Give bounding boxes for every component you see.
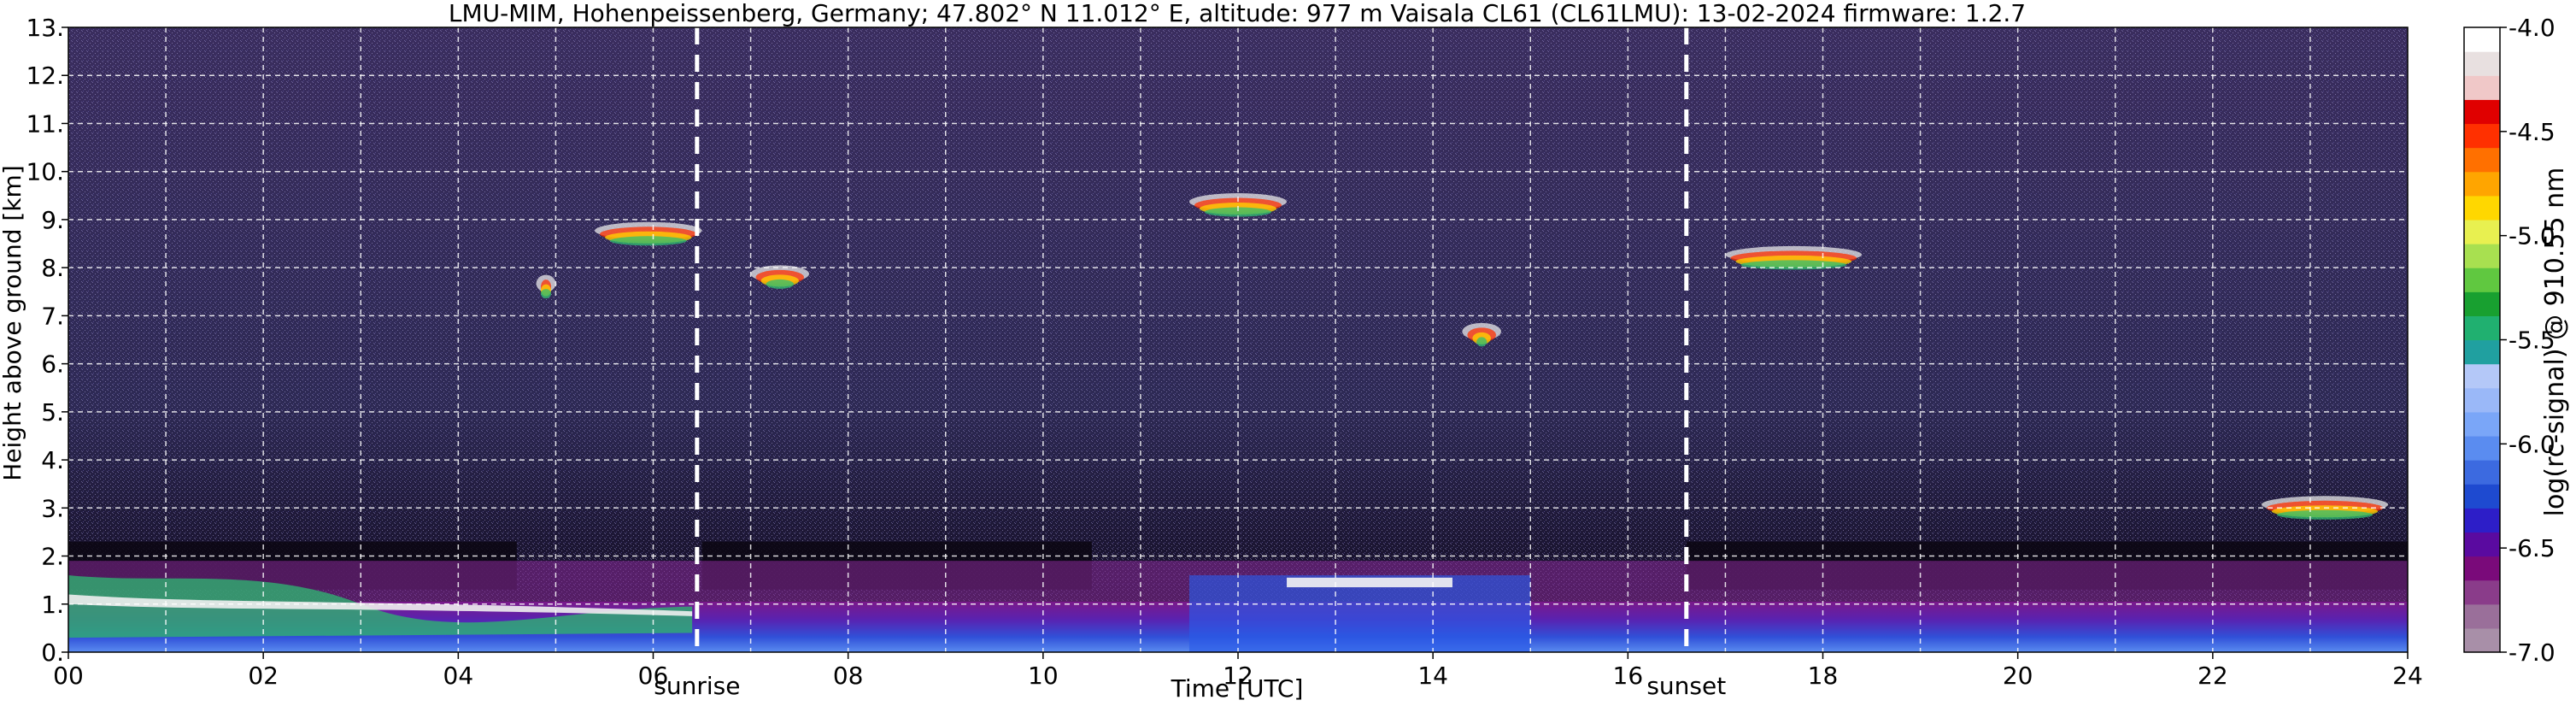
colorbar-swatch xyxy=(2464,508,2500,533)
y-tick-label: 3. xyxy=(41,494,64,522)
colorbar-swatch xyxy=(2464,123,2500,149)
y-tick-label: 8. xyxy=(41,254,64,282)
colorbar-swatch xyxy=(2464,484,2500,509)
colorbar-swatch xyxy=(2464,556,2500,581)
colorbar-swatch xyxy=(2464,99,2500,125)
colorbar-swatch xyxy=(2464,339,2500,365)
cloud xyxy=(1204,207,1272,217)
colorbar-swatch xyxy=(2464,147,2500,173)
y-tick-label: 0. xyxy=(41,638,64,667)
x-tick-label: 04 xyxy=(443,662,474,690)
x-tick-label: 22 xyxy=(2198,662,2228,690)
chart-title: LMU-MIM, Hohenpeissenberg, Germany; 47.8… xyxy=(449,0,2026,27)
cloud xyxy=(1476,337,1488,347)
y-tick-label: 10. xyxy=(26,158,64,186)
colorbar-swatch xyxy=(2464,627,2500,653)
colorbar-tick-label: -7.0 xyxy=(2509,638,2555,667)
colorbar: -4.0 -4.5 -5.0 -5.5 -6.0 -6.5 -7.0 xyxy=(2463,14,2555,667)
x-tick-label: 06 xyxy=(638,662,669,690)
x-tick-label: 14 xyxy=(1417,662,1448,690)
y-tick-label: 6. xyxy=(41,350,64,379)
colorbar-swatch xyxy=(2464,363,2500,389)
x-tick-label: 10 xyxy=(1028,662,1059,690)
cloud xyxy=(2276,509,2374,520)
y-tick-label: 9. xyxy=(41,206,64,234)
colorbar-swatch xyxy=(2464,435,2500,461)
colorbar-swatch xyxy=(2464,387,2500,413)
cloud xyxy=(541,289,552,299)
colorbar-swatch xyxy=(2464,603,2500,629)
colorbar-swatch xyxy=(2464,244,2500,268)
colorbar-swatch xyxy=(2464,268,2500,292)
y-tick-label: 12. xyxy=(26,62,64,90)
grid-lines xyxy=(68,27,2408,652)
y-tick-label: 4. xyxy=(41,446,64,474)
colorbar-swatch xyxy=(2464,460,2500,485)
sunrise-label: sunrise xyxy=(654,672,740,700)
y-tick-label: 1. xyxy=(41,591,64,619)
plot-area: sunrise sunset 00 02 04 06 08 10 12 14 16 18 20 22 24… xyxy=(26,14,2422,700)
green-layer xyxy=(68,575,693,638)
colorbar-swatch xyxy=(2464,195,2500,221)
x-tick-label: 16 xyxy=(1613,662,1644,690)
sunset-label: sunset xyxy=(1646,672,1726,700)
colorbar-swatch xyxy=(2464,51,2500,76)
white-layer-top xyxy=(68,594,693,616)
x-tick-label: 00 xyxy=(53,662,84,690)
colorbar-tick-label: -6.0 xyxy=(2509,430,2555,458)
colorbar-swatch xyxy=(2464,75,2500,100)
colorbar-tick-label: -4.0 xyxy=(2509,14,2555,42)
x-tick-label: 20 xyxy=(2003,662,2033,690)
colorbar-swatch xyxy=(2464,171,2500,197)
annotation-lines: sunrise sunset xyxy=(654,27,1726,700)
colorbar-tick-label: -6.5 xyxy=(2509,534,2555,562)
daytime-cloud-top xyxy=(1287,577,1452,588)
x-axis-label: Time [UTC] xyxy=(1171,674,1304,703)
colorbar-swatch xyxy=(2464,315,2500,341)
y-tick-label: 11. xyxy=(26,109,64,138)
y-tick-label: 7. xyxy=(41,302,64,330)
colorbar-label: log(rc-signal) @ 910.55 nm xyxy=(2540,168,2570,517)
colorbar-swatch xyxy=(2464,411,2500,437)
x-tick-label: 12 xyxy=(1223,662,1253,690)
colorbar-swatch xyxy=(2464,291,2500,316)
colorbar-tick-label: -4.5 xyxy=(2509,118,2555,146)
y-axis: 0. 1. 2. 3. 4. 5. 6. 7. 8. 9. 10. 11. 12. 13. xyxy=(26,14,68,667)
x-axis: 00 02 04 06 08 10 12 14 16 18 20 22 24 xyxy=(53,652,2423,690)
colorbar-swatch xyxy=(2464,532,2500,557)
daytime-mixing-layer xyxy=(1188,575,1531,652)
colorbar-swatch xyxy=(2464,27,2500,52)
cloud xyxy=(610,236,687,246)
cloud xyxy=(766,279,795,289)
colorbar-tick-label: -5.5 xyxy=(2509,327,2555,355)
x-tick-label: 18 xyxy=(1808,662,1839,690)
x-tick-label: 02 xyxy=(248,662,279,690)
y-tick-label: 2. xyxy=(41,543,64,571)
colorbar-swatch xyxy=(2464,580,2500,605)
y-tick-label: 13. xyxy=(26,14,64,42)
colorbar-tick-label: -5.0 xyxy=(2509,222,2555,250)
y-tick-label: 5. xyxy=(41,398,64,427)
y-axis-label: Height above ground [km] xyxy=(0,165,26,481)
x-tick-label: 24 xyxy=(2392,662,2423,690)
colorbar-swatch xyxy=(2464,219,2500,244)
x-tick-label: 08 xyxy=(833,662,864,690)
